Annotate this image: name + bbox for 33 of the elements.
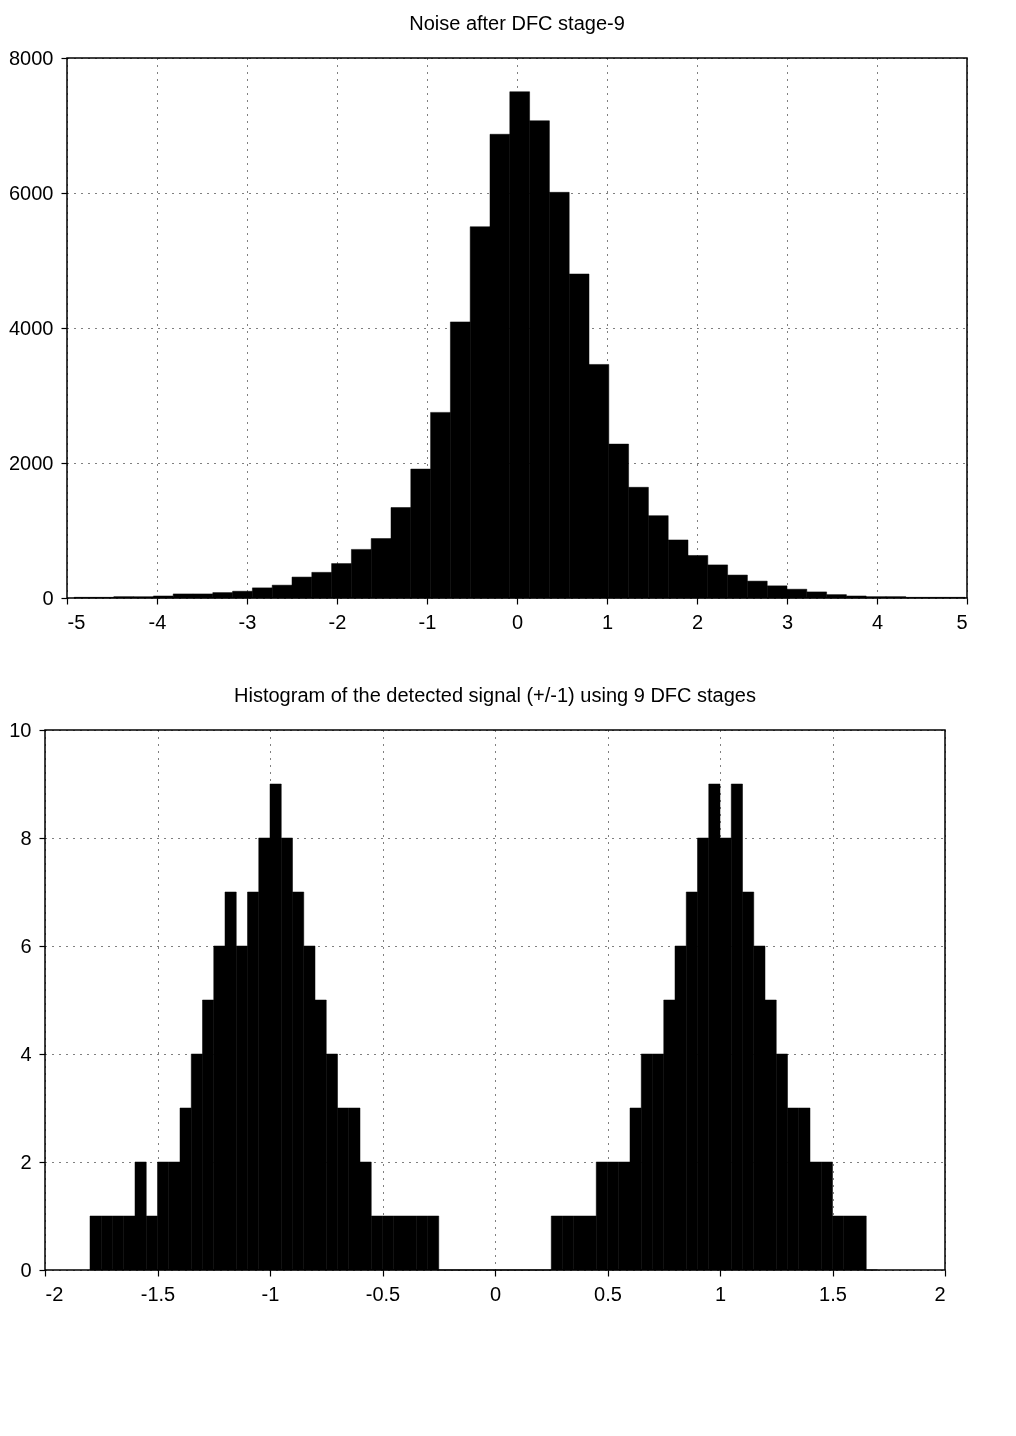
x-tick-label: 0 (511, 610, 524, 633)
x-tick-label: 3 (781, 610, 794, 633)
chart-title: Histogram of the detected signal (+/-1) using 9 DFC stages (234, 684, 756, 706)
x-tick-label: 0.5 (594, 1282, 622, 1305)
x-tick-label: 4 (871, 610, 884, 633)
x-tick-label: -2 (45, 1282, 64, 1305)
y-tick-label: 10 (9, 718, 32, 741)
x-tick-label: 0 (489, 1282, 502, 1305)
y-tick-label: 0 (42, 586, 54, 609)
y-tick-label: 4000 (9, 316, 54, 339)
x-tick-label: -5 (67, 610, 86, 633)
x-tick-label: 2 (934, 1282, 946, 1305)
x-tick-label: -4 (148, 610, 167, 633)
x-tick-label: 2 (691, 610, 704, 633)
x-tick-label: -1 (418, 610, 437, 633)
x-tick-label: 5 (956, 610, 968, 633)
y-tick-label: 2000 (9, 451, 54, 474)
y-tick-label: 8000 (9, 46, 54, 69)
x-tick-label: -1 (261, 1282, 280, 1305)
y-tick-label: 0 (20, 1258, 32, 1281)
x-tick-label: 1.5 (819, 1282, 847, 1305)
chart-title: Noise after DFC stage-9 (409, 12, 625, 34)
x-tick-label: -3 (238, 610, 257, 633)
x-tick-label: -2 (328, 610, 347, 633)
y-tick-label: 4 (20, 1042, 32, 1065)
x-tick-label: -0.5 (365, 1282, 401, 1305)
x-tick-label: 1 (601, 610, 614, 633)
x-tick-label: 1 (714, 1282, 727, 1305)
y-tick-label: 2 (20, 1150, 32, 1173)
y-tick-label: 8 (20, 826, 32, 849)
y-tick-label: 6000 (9, 181, 54, 204)
y-tick-label: 6 (20, 934, 32, 957)
x-tick-label: -1.5 (140, 1282, 176, 1305)
